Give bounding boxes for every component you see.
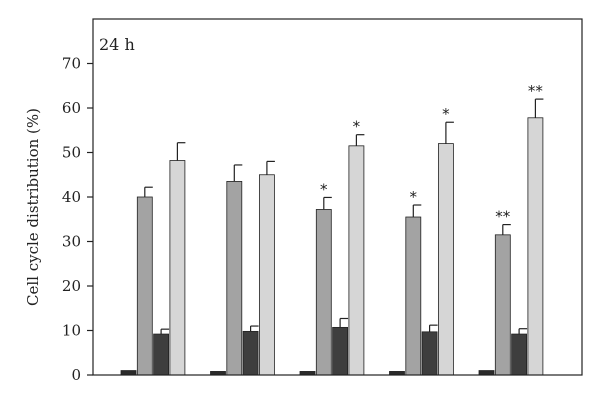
bar: [120, 370, 137, 376]
bar: [136, 196, 153, 376]
bar: [348, 145, 365, 376]
bar: [494, 234, 511, 376]
bar: [332, 326, 349, 376]
y-tick-label: 70: [62, 55, 81, 73]
significance-marker: **: [528, 82, 544, 100]
bar: [153, 333, 170, 376]
time-annotation: 24 h: [99, 35, 135, 54]
bars-layer: [120, 117, 544, 376]
bar: [421, 331, 438, 376]
y-tick-label: 50: [62, 144, 81, 162]
y-tick-label: 30: [62, 233, 81, 251]
bar: [169, 160, 186, 376]
significance-marker: *: [353, 118, 361, 136]
bar: [315, 209, 332, 376]
bar: [437, 143, 454, 376]
error-bars-layer: [144, 98, 544, 335]
y-tick-label: 10: [62, 322, 81, 340]
bar: [405, 216, 422, 376]
significance-marker: **: [495, 208, 511, 226]
y-tick-label: 60: [62, 99, 81, 117]
significance-marker: *: [320, 180, 328, 198]
y-axis: 0 10 20 30 40 50 60 70: [62, 55, 93, 384]
bar: [511, 333, 528, 376]
y-tick-label: 40: [62, 188, 81, 206]
bar: [242, 330, 259, 376]
y-tick-label: 0: [71, 366, 81, 384]
y-axis-title: Cell cycle distribution (%): [24, 108, 42, 306]
bar: [258, 174, 275, 376]
bar: [478, 370, 495, 376]
bar: [226, 181, 243, 376]
bar: [527, 117, 544, 376]
y-tick-label: 20: [62, 277, 81, 295]
significance-marker: *: [410, 188, 418, 206]
significance-layer: * *******: [320, 82, 543, 225]
significance-marker: *: [442, 105, 450, 123]
